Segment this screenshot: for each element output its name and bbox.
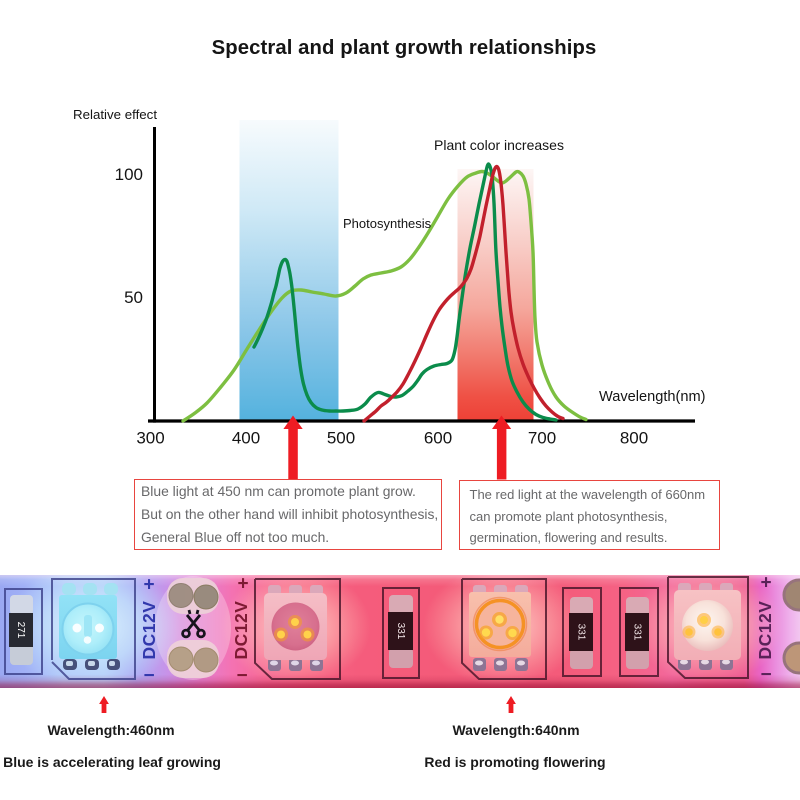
- svg-text:300: 300: [136, 429, 164, 448]
- svg-text:331: 331: [576, 624, 587, 641]
- svg-text:−: −: [236, 666, 247, 687]
- svg-text:331: 331: [395, 623, 406, 640]
- svg-text:DC12V: DC12V: [139, 601, 159, 660]
- svg-text:Relative effect: Relative effect: [73, 107, 157, 122]
- svg-text:−: −: [760, 665, 771, 686]
- svg-text:+: +: [143, 575, 154, 596]
- svg-text:+: +: [760, 573, 771, 594]
- svg-text:Plant color increases: Plant color increases: [434, 137, 564, 153]
- svg-text:DC12V: DC12V: [755, 601, 775, 660]
- svg-text:500: 500: [327, 429, 355, 448]
- svg-text:−: −: [143, 666, 154, 687]
- svg-text:271: 271: [15, 622, 26, 639]
- svg-text:DC12V: DC12V: [231, 601, 251, 660]
- svg-text:800: 800: [620, 429, 648, 448]
- svg-text:400: 400: [232, 429, 260, 448]
- svg-text:331: 331: [632, 624, 643, 641]
- svg-text:100: 100: [115, 165, 143, 184]
- svg-text:Photosynthesis: Photosynthesis: [343, 216, 432, 231]
- svg-text:700: 700: [528, 429, 556, 448]
- svg-text:50: 50: [124, 288, 143, 307]
- svg-text:Wavelength(nm): Wavelength(nm): [599, 389, 706, 405]
- svg-text:600: 600: [424, 429, 452, 448]
- svg-text:+: +: [237, 574, 248, 595]
